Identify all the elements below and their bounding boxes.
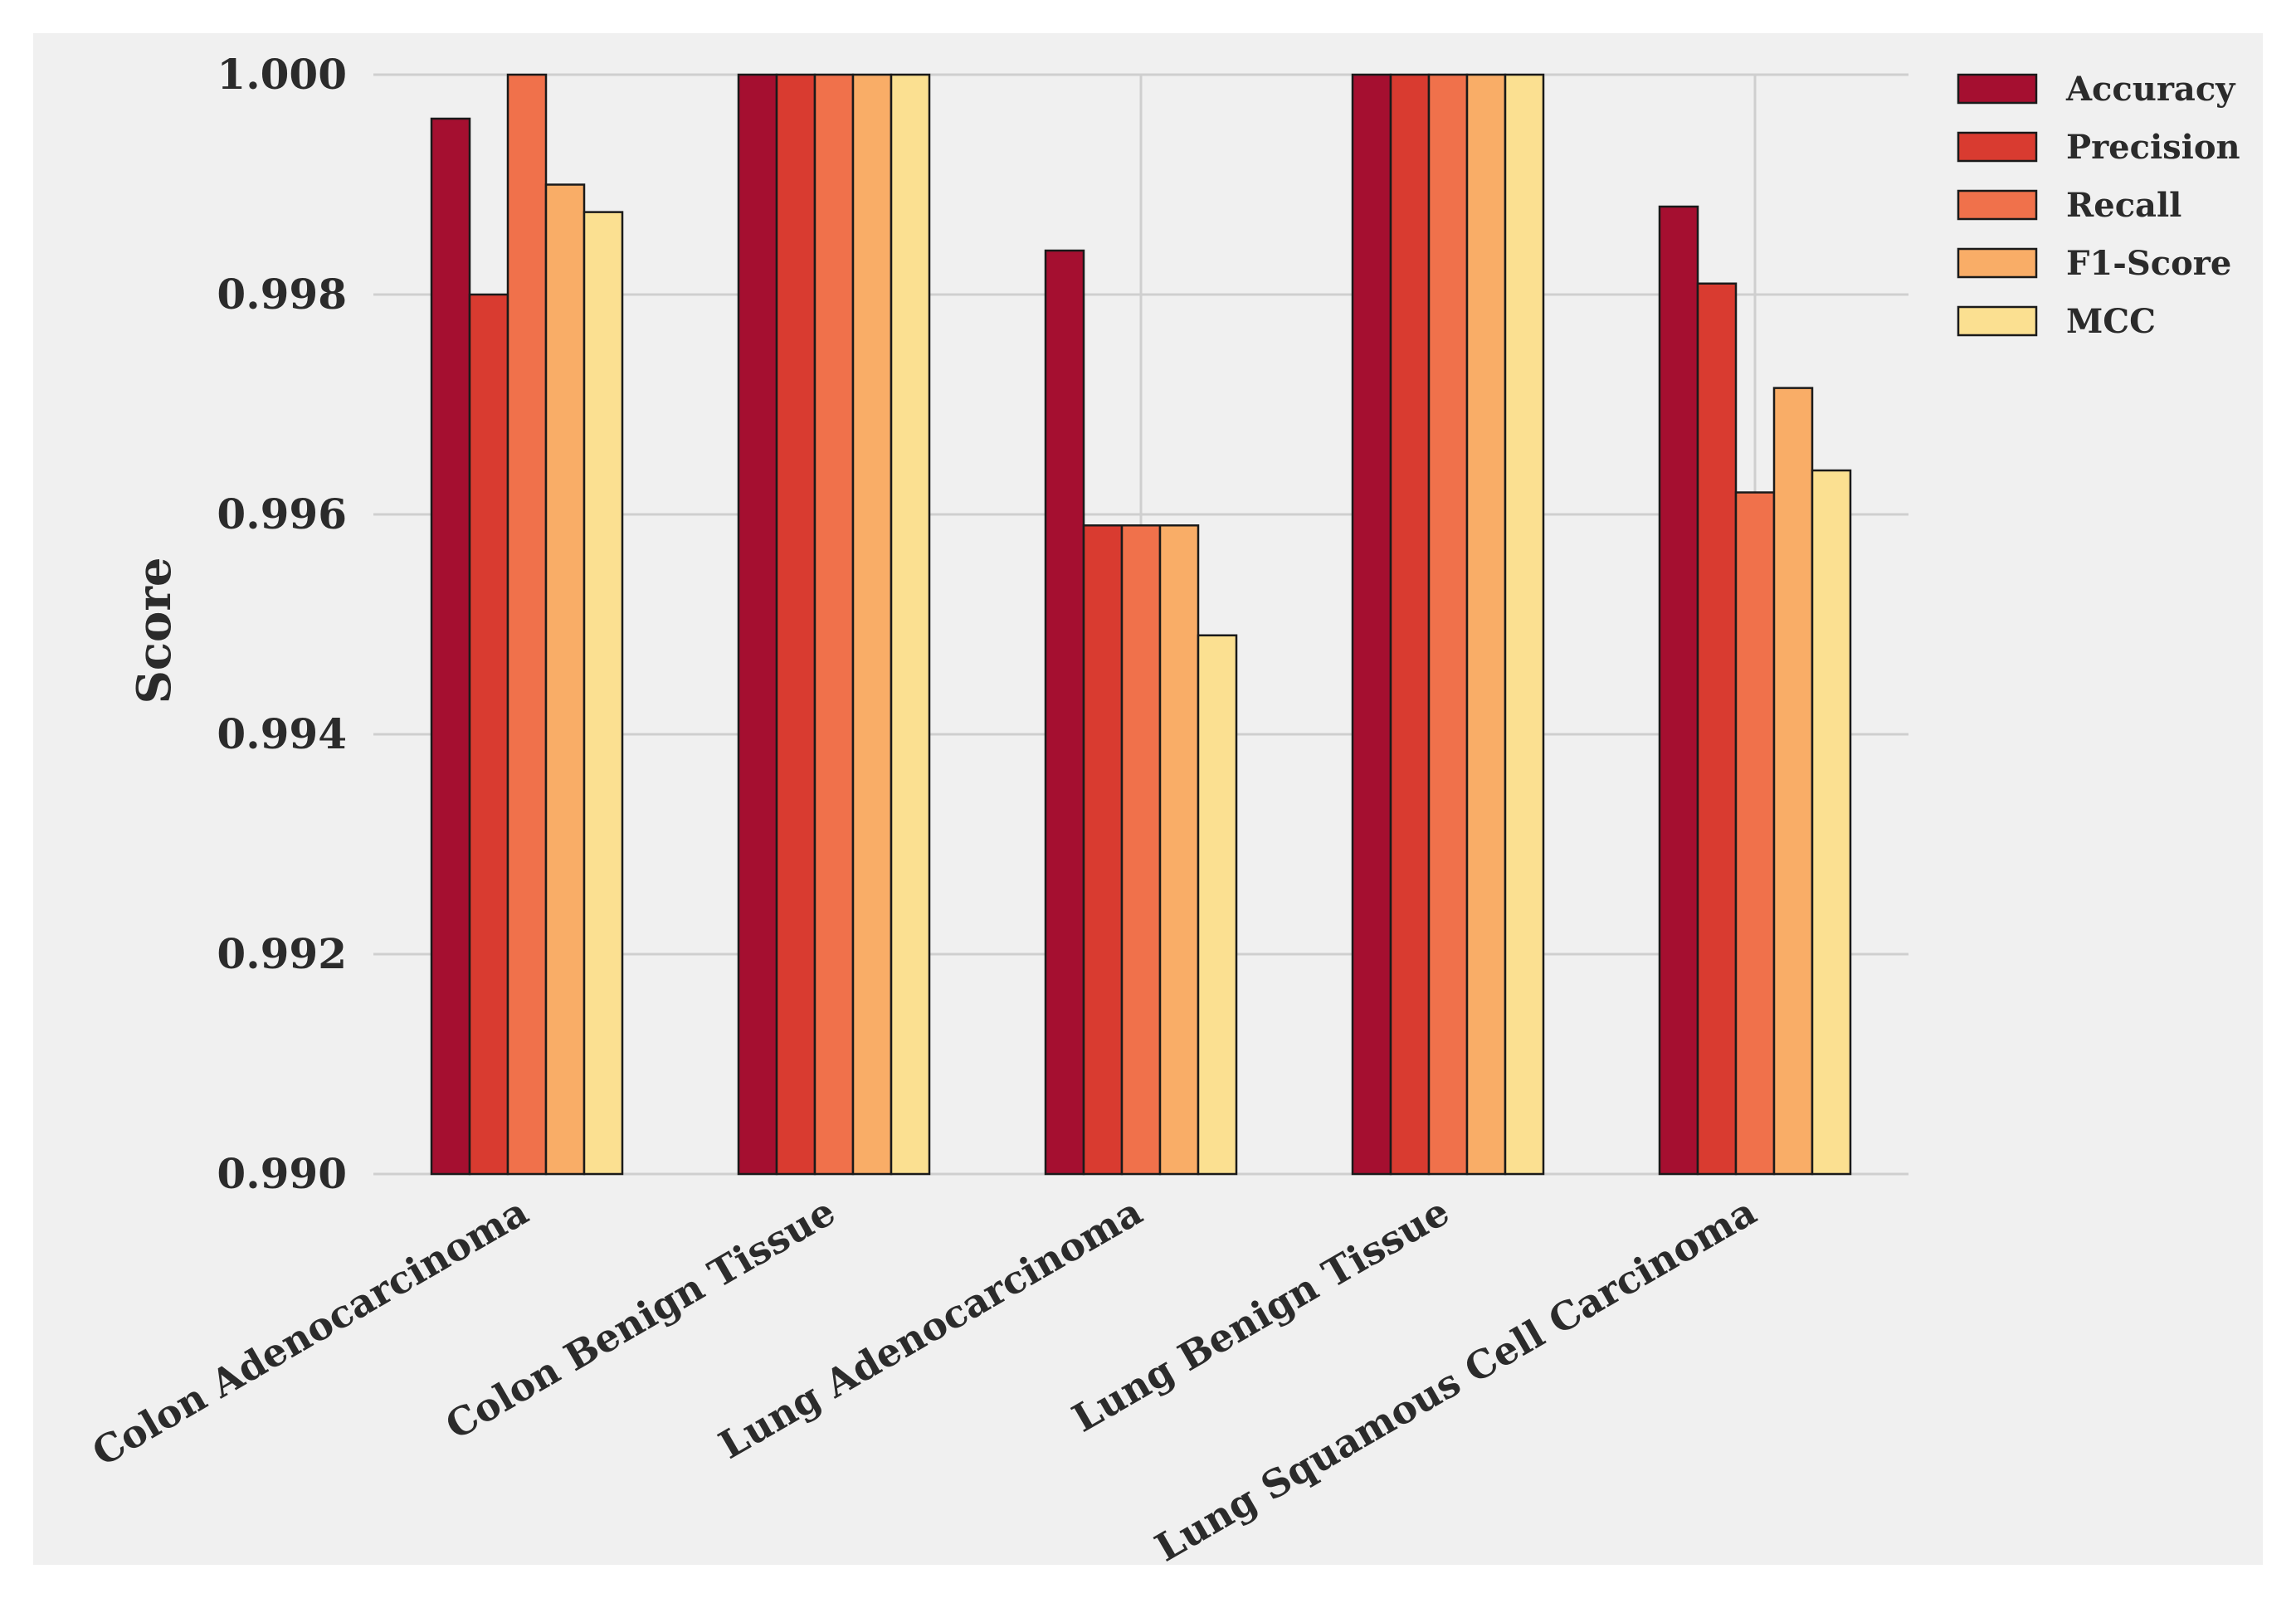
bar-mcc-5 [1811, 469, 1852, 1176]
bar-accuracy-2 [737, 73, 778, 1176]
bar-recall-2 [813, 73, 855, 1176]
bar-precision-3 [1082, 524, 1124, 1176]
legend-swatch [1957, 305, 2038, 337]
y-tick-label: 0.990 [217, 1149, 347, 1198]
legend-label: Recall [2066, 186, 2181, 225]
legend-swatch [1957, 131, 2038, 163]
legend-swatch [1957, 189, 2038, 221]
bar-recall-4 [1427, 73, 1469, 1176]
bar-precision-5 [1696, 282, 1738, 1176]
legend-label: Precision [2066, 128, 2240, 167]
bar-f1-score-5 [1772, 387, 1814, 1176]
bar-precision-2 [775, 73, 817, 1176]
bar-accuracy-1 [430, 117, 471, 1176]
bar-f1-score-2 [851, 73, 893, 1176]
bar-f1-score-4 [1465, 73, 1507, 1176]
bar-accuracy-3 [1044, 249, 1085, 1176]
y-tick-label: 0.996 [217, 490, 347, 538]
bar-mcc-4 [1504, 73, 1545, 1176]
legend-swatch [1957, 73, 2038, 105]
y-tick-label: 0.994 [217, 709, 347, 758]
bar-accuracy-5 [1658, 205, 1699, 1176]
bar-mcc-2 [890, 73, 931, 1176]
bar-precision-1 [468, 293, 509, 1176]
bar-mcc-1 [583, 211, 624, 1176]
y-tick-label: 0.998 [217, 270, 347, 319]
y-tick-label: 1.000 [217, 50, 347, 99]
bar-accuracy-4 [1351, 73, 1392, 1176]
y-axis-ticks: 0.990 0.992 0.994 0.996 0.998 1.000 [217, 50, 347, 1198]
legend-label: MCC [2066, 302, 2156, 341]
bar-f1-score-1 [544, 183, 586, 1176]
legend-swatch [1957, 247, 2038, 279]
bar-recall-3 [1120, 524, 1162, 1176]
bar-recall-5 [1734, 491, 1776, 1176]
bars [430, 73, 1852, 1176]
legend-label: Accuracy [2065, 70, 2236, 109]
bar-mcc-3 [1197, 634, 1238, 1176]
legend-label: F1-Score [2066, 244, 2231, 283]
bar-recall-1 [506, 73, 548, 1176]
bar-precision-4 [1389, 73, 1431, 1176]
y-axis-title: Score [127, 557, 182, 704]
legend: Accuracy Precision Recall F1-Score MCC [1957, 70, 2240, 341]
bar-f1-score-3 [1158, 524, 1200, 1176]
y-tick-label: 0.992 [217, 929, 347, 978]
